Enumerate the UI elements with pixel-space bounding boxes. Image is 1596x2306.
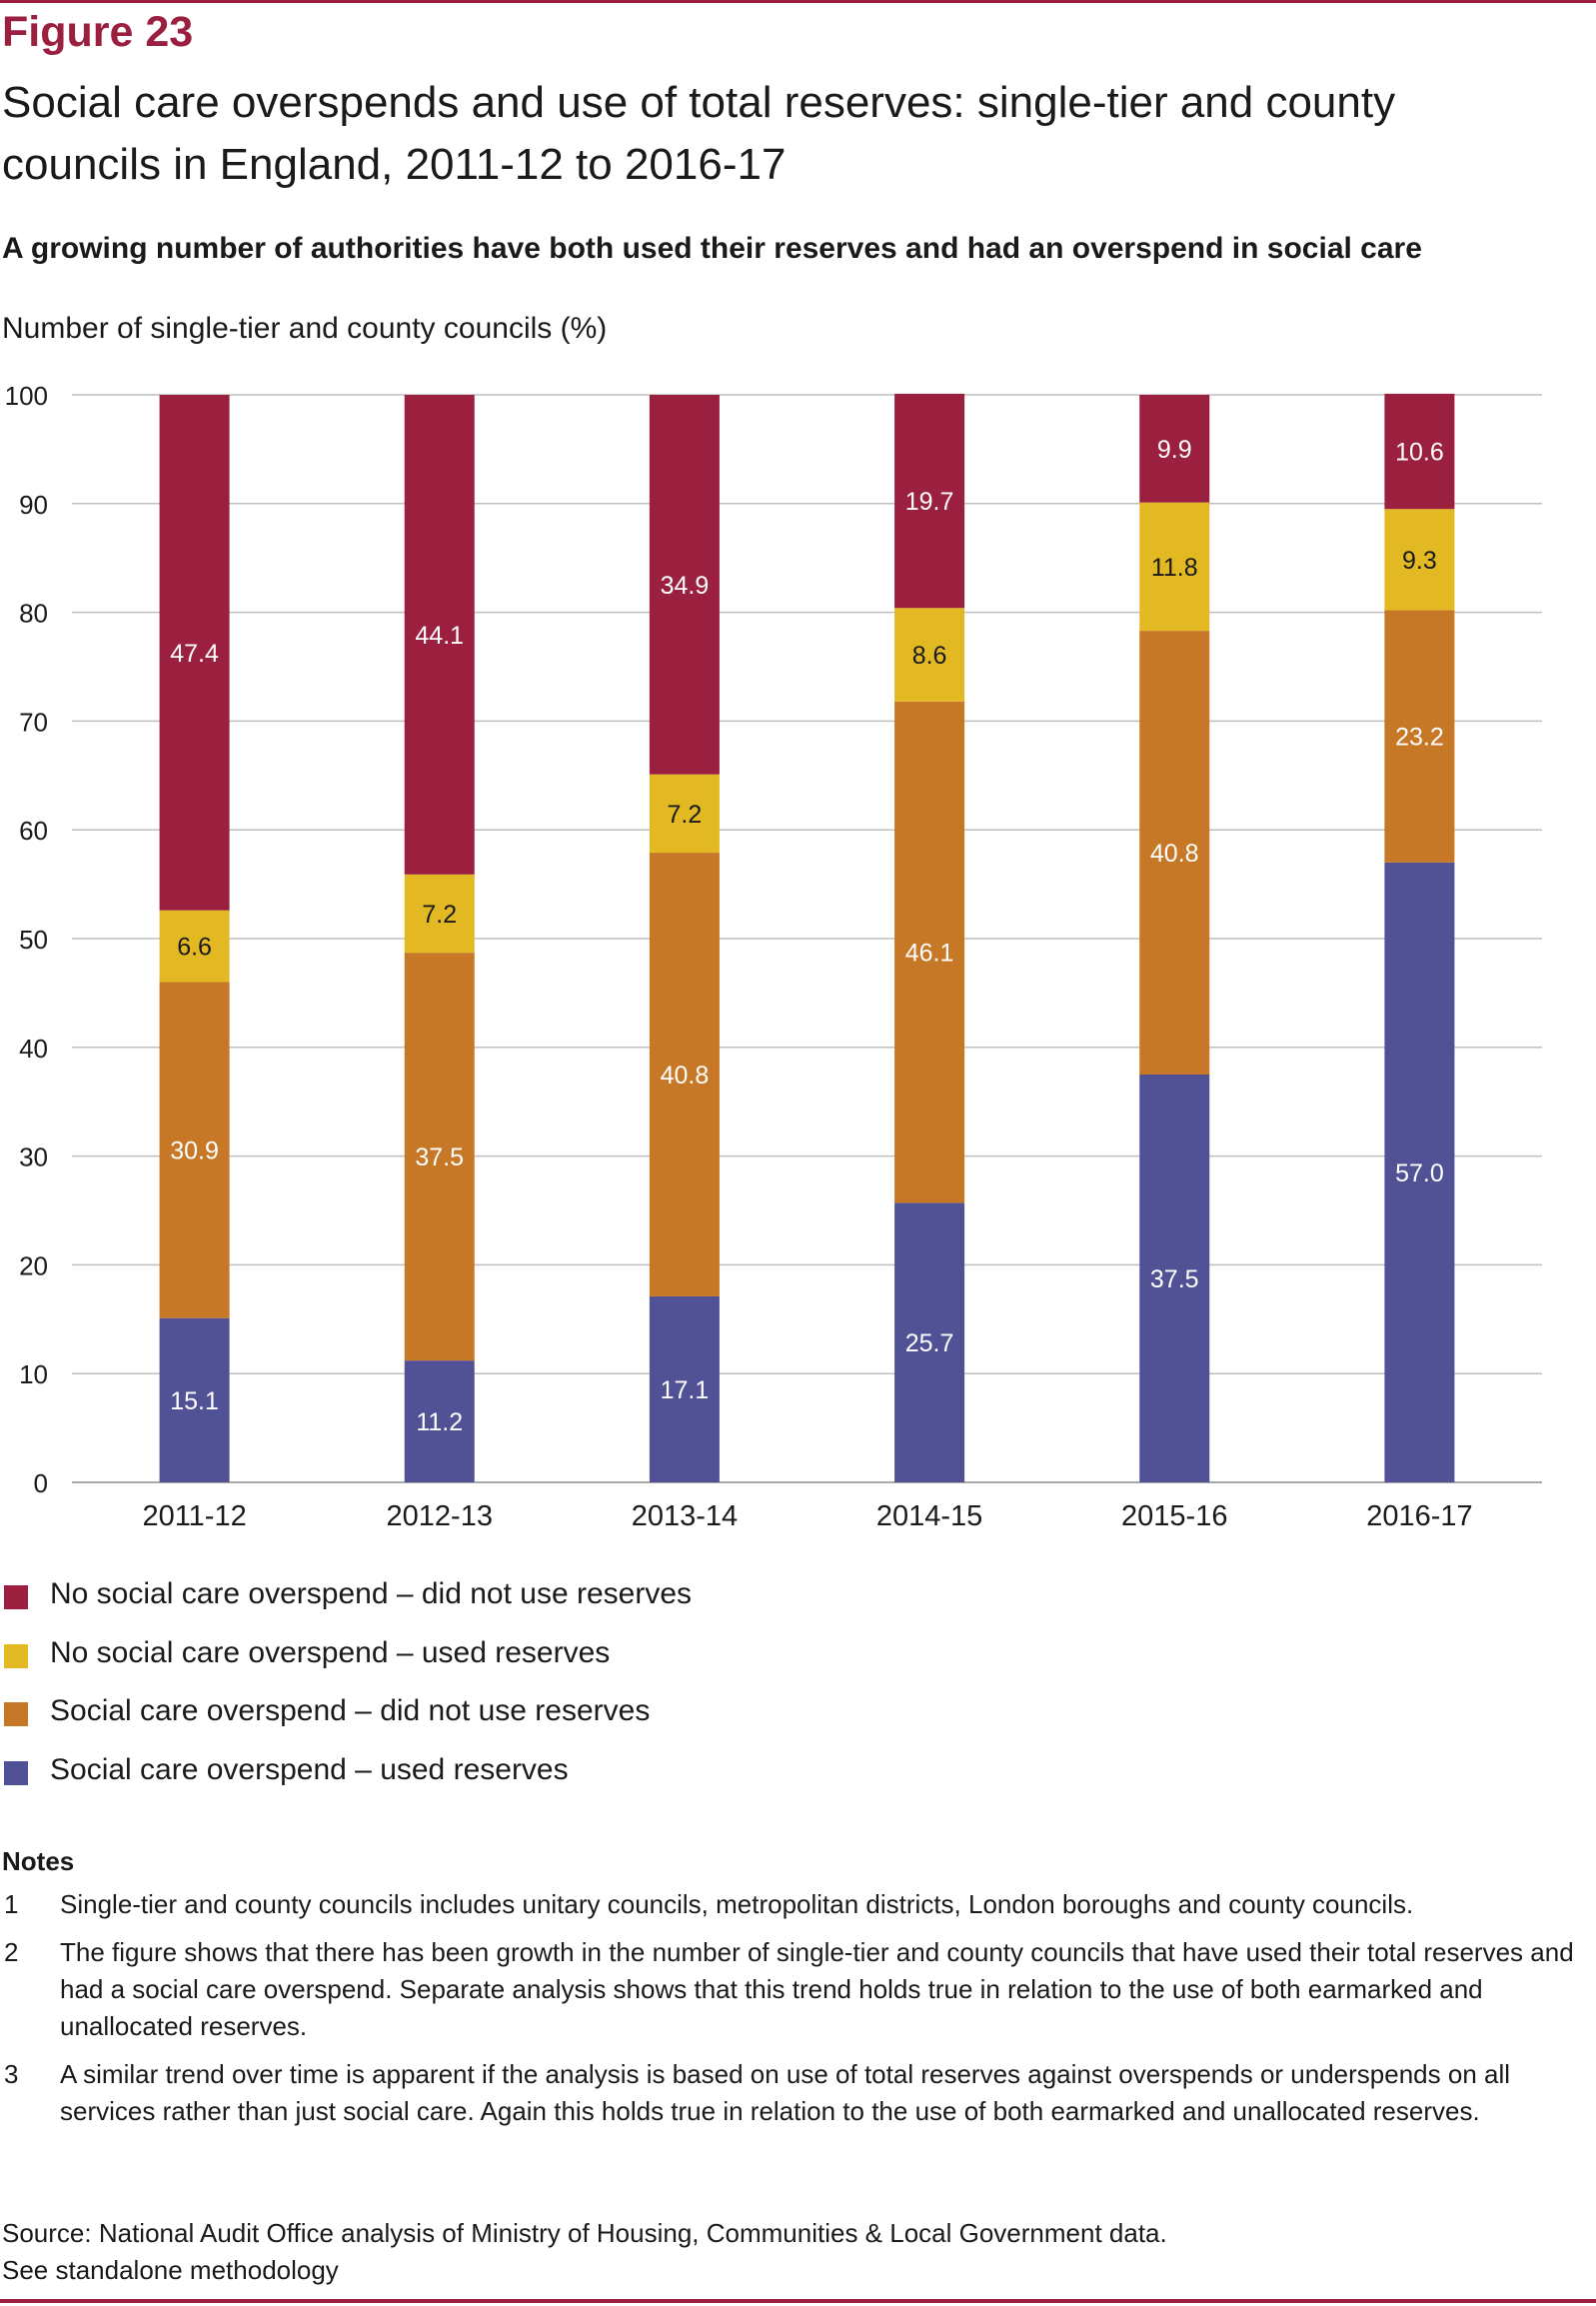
bar-segment: [159, 395, 230, 911]
note-item: 3 A similar trend over time is apparent …: [2, 2056, 1581, 2130]
bar-segment: [1384, 393, 1455, 510]
data-label: 25.7: [905, 1329, 954, 1357]
y-tick-label: 10: [19, 1359, 48, 1389]
bar-segment: [1139, 1075, 1210, 1482]
bar-segment: [404, 395, 475, 875]
y-tick-label: 20: [19, 1250, 48, 1280]
y-tick-label: 50: [19, 925, 48, 955]
bar-segment: [894, 1202, 965, 1482]
data-label: 23.2: [1395, 724, 1444, 752]
data-label: 10.6: [1395, 439, 1444, 467]
bar-segment: [649, 774, 720, 854]
data-label: 9.3: [1402, 547, 1437, 575]
data-label: 40.8: [1150, 840, 1199, 868]
note-text: Single-tier and county councils includes…: [60, 1889, 1414, 1919]
bar-segment: [894, 393, 965, 609]
figure-label: Figure 23: [2, 8, 194, 56]
bar-segment: [894, 608, 965, 702]
x-tick-label: 2013-14: [632, 1500, 738, 1529]
data-label: 57.0: [1395, 1159, 1444, 1187]
legend-label: Social care overspend – did not use rese…: [50, 1694, 651, 1727]
legend-swatch: [4, 1643, 28, 1668]
note-number: 2: [4, 1937, 19, 1967]
bar-segment: [404, 874, 475, 954]
y-tick-label: 30: [19, 1143, 48, 1172]
source-text: Source: National Audit Office analysis o…: [2, 2218, 1167, 2248]
legend-swatch: [4, 1585, 28, 1609]
bar-segment: [159, 982, 230, 1318]
bottom-rule: [0, 2299, 1596, 2303]
bars: [159, 393, 1455, 1482]
x-axis-ticks: 2011-12 2012-13 2013-14 2014-15 2015-16 2016-…: [142, 1500, 1472, 1529]
y-tick-label: 100: [5, 381, 48, 411]
bar-segment: [894, 701, 965, 1203]
data-label: 37.5: [415, 1144, 464, 1171]
top-rule: [0, 0, 1596, 3]
bar-segment: [404, 953, 475, 1361]
data-label: 11.2: [416, 1408, 463, 1436]
data-label: 17.1: [661, 1376, 710, 1404]
data-label: 30.9: [170, 1138, 219, 1165]
data-label: 40.8: [661, 1062, 710, 1090]
y-tick-label: 70: [19, 707, 48, 737]
note-text: A similar trend over time is apparent if…: [60, 2059, 1511, 2126]
notes: Notes 1 Single-tier and county councils …: [2, 1843, 1581, 2141]
data-label: 11.8: [1151, 554, 1198, 582]
note-text: The figure shows that there has been gro…: [60, 1937, 1574, 2041]
bar-segment: [1384, 509, 1455, 611]
bar-segment: [1384, 862, 1455, 1482]
legend-swatch: [4, 1760, 28, 1785]
figure-subtitle: A growing number of authorities have bot…: [2, 232, 1422, 265]
x-tick-label: 2014-15: [876, 1500, 982, 1529]
note-number: 1: [4, 1889, 19, 1919]
note-number: 3: [4, 2059, 19, 2089]
bar-segment: [1384, 610, 1455, 863]
figure-title: Social care overspends and use of total …: [2, 78, 1396, 189]
bar-segment: [649, 853, 720, 1296]
bar-segment: [159, 910, 230, 983]
y-tick-label: 0: [34, 1468, 48, 1498]
stacked-bar-chart: 0 10 20 30 40 50 60 70 80 90 100 15.1 30.9 6.6 47.4 11…: [5, 381, 1542, 1529]
gridlines: [72, 394, 1542, 1483]
x-tick-label: 2012-13: [387, 1500, 493, 1529]
data-label: 37.5: [1150, 1265, 1199, 1293]
legend-label: Social care overspend – used reserves: [50, 1752, 569, 1786]
y-tick-label: 80: [19, 599, 48, 629]
y-tick-label: 90: [19, 490, 48, 520]
y-tick-label: 40: [19, 1034, 48, 1064]
data-label: 8.6: [912, 642, 947, 670]
x-tick-label: 2016-17: [1366, 1500, 1472, 1529]
data-labels: 15.1 30.9 6.6 47.4 11.2 37.5 7.2 44.1 17.1 40.8 7.…: [170, 436, 1444, 1436]
data-label: 47.4: [170, 640, 219, 668]
note-item: 1 Single-tier and county councils includ…: [2, 1886, 1581, 1923]
data-label: 19.7: [905, 488, 954, 516]
notes-heading: Notes: [2, 1846, 75, 1876]
bar-segment: [159, 1317, 230, 1482]
data-label: 46.1: [905, 940, 954, 968]
data-label: 6.6: [177, 934, 212, 962]
data-label: 15.1: [170, 1387, 219, 1415]
data-label: 9.9: [1157, 436, 1192, 464]
bar-segment: [649, 395, 720, 775]
x-tick-label: 2015-16: [1121, 1500, 1227, 1529]
y-axis-ticks: 0 10 20 30 40 50 60 70 80 90 100: [5, 381, 48, 1498]
y-tick-label: 60: [19, 816, 48, 846]
legend-label: No social care overspend – used reserves: [50, 1635, 611, 1669]
y-axis-title: Number of single-tier and county council…: [2, 312, 608, 345]
data-label: 7.2: [422, 901, 457, 929]
data-label: 34.9: [661, 572, 710, 600]
note-item: 2 The figure shows that there has been g…: [2, 1934, 1581, 2045]
bar-segment: [404, 1360, 475, 1482]
bar-segment: [649, 1295, 720, 1482]
legend-label: No social care overspend – did not use r…: [50, 1577, 693, 1610]
source-note: Source: National Audit Office analysis o…: [2, 2215, 1167, 2289]
legend-swatch: [4, 1702, 28, 1726]
methodology-text: See standalone methodology: [2, 2255, 339, 2285]
x-tick-label: 2011-12: [142, 1500, 246, 1529]
bar-segment: [1139, 395, 1210, 503]
bar-segment: [1139, 631, 1210, 1075]
bar-segment: [1139, 502, 1210, 632]
data-label: 7.2: [668, 801, 703, 829]
data-label: 44.1: [415, 622, 464, 650]
